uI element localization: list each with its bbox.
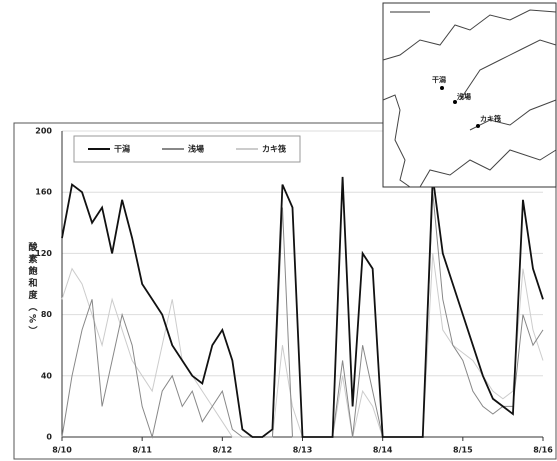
station-dot xyxy=(453,100,457,104)
station-label: 浅場 xyxy=(457,92,471,101)
x-tick-label: 8/13 xyxy=(293,446,313,455)
station-label: カキ筏 xyxy=(480,114,501,123)
plot: 0 40 80 120 160 200 8/10 8/11 8/12 8/13 8/14 8/15 8/… xyxy=(35,127,553,455)
legend-label: カキ筏 xyxy=(262,144,286,154)
x-tick-label: 8/14 xyxy=(373,446,393,455)
x-tick-label: 8/11 xyxy=(132,446,152,455)
legend-label: 干潟 xyxy=(114,144,130,154)
legend-label: 浅場 xyxy=(188,144,204,154)
x-tick-label: 8/15 xyxy=(453,446,473,455)
series-line xyxy=(61,176,544,438)
y-tick-label: 200 xyxy=(35,127,52,136)
station-dot xyxy=(476,124,480,128)
y-tick-label: 160 xyxy=(35,188,52,197)
x-tick-label: 8/10 xyxy=(52,446,72,455)
map-inset: 干潟 浅場 カキ筏 xyxy=(382,2,557,188)
y-tick-label: 40 xyxy=(41,371,53,380)
legend-box xyxy=(73,135,301,163)
x-tick-label: 8/12 xyxy=(213,446,233,455)
y-tick-label: 0 xyxy=(46,433,52,442)
y-tick-label: 120 xyxy=(35,249,52,258)
x-tick-label: 8/16 xyxy=(533,446,553,455)
map-frame xyxy=(382,2,557,188)
station-dot xyxy=(440,86,444,90)
y-axis-label: 酸素飽和度（%） xyxy=(27,241,39,338)
station-label: 干潟 xyxy=(432,75,446,84)
coastline xyxy=(382,9,557,188)
y-tick-label: 80 xyxy=(41,310,53,319)
